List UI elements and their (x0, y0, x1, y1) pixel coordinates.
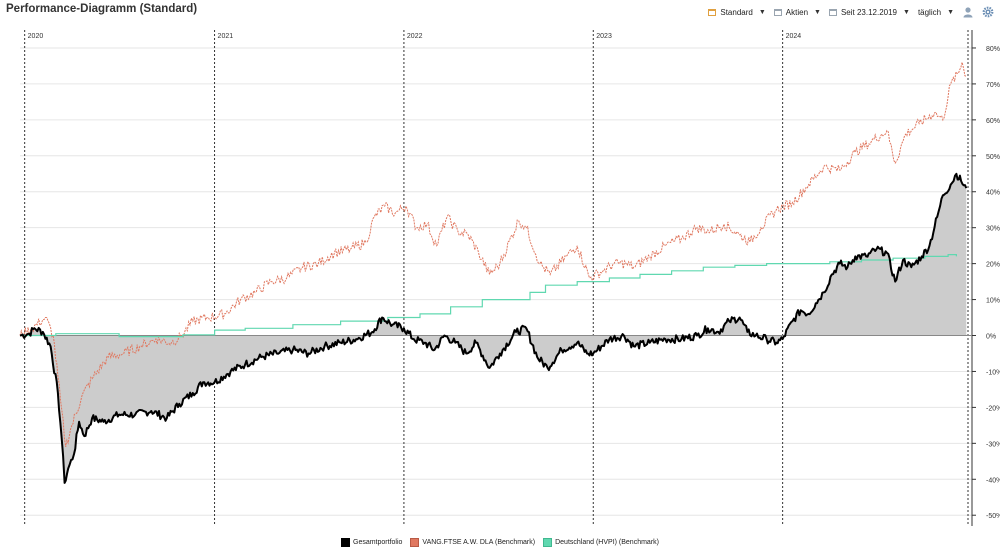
chart-header: Performance-Diagramm (Standard) Standard… (0, 0, 1000, 24)
calendar-icon (773, 8, 782, 16)
legend-swatch-portfolio (341, 537, 350, 547)
chart-toolbar: Standard ▼ Aktien ▼ Seit 23.12.2019 ▼ tä… (700, 4, 994, 20)
y-tick-label: 0% (986, 334, 996, 341)
x-tick-label: 2020 (28, 33, 44, 40)
legend-item-inflation-benchmark[interactable]: Deutschland (HVPI) (Benchmark) (543, 537, 659, 547)
assets-dropdown-label: Aktien (785, 7, 809, 17)
user-icon[interactable] (962, 6, 974, 18)
y-tick-label: 20% (986, 262, 1000, 269)
chevron-down-icon: ▼ (903, 8, 910, 16)
y-tick-label: 80% (986, 46, 1000, 53)
view-dropdown-label: Standard (720, 7, 753, 17)
y-tick-label: 30% (986, 226, 1000, 233)
performance-chart: 80% 70% 60% 50% 40% 30% 20% 10% 0% -10% -20% -30% -4… (19, 30, 1000, 526)
series-line-inflation-benchmark (20, 254, 957, 338)
x-tick-label: 2023 (596, 33, 612, 40)
series-line-portfolio (19, 172, 968, 484)
chevron-down-icon: ▼ (947, 8, 954, 16)
legend-item-portfolio[interactable]: Gesamtportfolio (341, 537, 403, 547)
chart-legend: Gesamtportfolio VANG.FTSE A.W. DLA (Benc… (0, 535, 1000, 549)
legend-swatch-stocks-benchmark (410, 537, 420, 547)
chart-title: Performance-Diagramm (Standard) (6, 3, 198, 15)
legend-item-stocks-benchmark[interactable]: VANG.FTSE A.W. DLA (Benchmark) (410, 537, 536, 547)
date-range-dropdown[interactable]: Seit 23.12.2019 ▼ (828, 7, 910, 17)
y-tick-label: 10% (986, 298, 1000, 305)
chevron-down-icon: ▼ (758, 8, 766, 16)
assets-dropdown[interactable]: Aktien ▼ (773, 7, 821, 17)
legend-label-portfolio: Gesamtportfolio (353, 538, 403, 546)
y-tick-label: -20% (986, 405, 1000, 412)
y-tick-label: -40% (986, 477, 1000, 484)
x-tick-label: 2021 (218, 33, 234, 40)
legend-swatch-inflation-benchmark (543, 537, 553, 547)
y-tick-label: 50% (986, 154, 1000, 161)
y-tick-label: -10% (986, 369, 1000, 376)
interval-label: täglich (917, 7, 942, 17)
legend-label-stocks-benchmark: VANG.FTSE A.W. DLA (Benchmark) (422, 538, 536, 546)
view-dropdown[interactable]: Standard ▼ (708, 7, 766, 17)
series-line-stocks-benchmark (19, 62, 967, 447)
calendar-icon (708, 8, 717, 16)
legend-label-inflation-benchmark: Deutschland (HVPI) (Benchmark) (555, 538, 659, 546)
chevron-down-icon: ▼ (814, 8, 821, 16)
portfolio-area (20, 173, 967, 483)
calendar-icon (828, 8, 837, 16)
y-tick-label: 60% (986, 118, 1000, 125)
x-tick-label: 2022 (407, 33, 423, 40)
y-tick-label: 40% (986, 190, 1000, 197)
date-range-label: Seit 23.12.2019 (840, 7, 897, 17)
y-tick-label: -30% (986, 441, 1000, 448)
interval-dropdown[interactable]: täglich ▼ (918, 8, 954, 17)
gear-icon[interactable] (982, 6, 994, 18)
y-tick-label: -50% (986, 513, 1000, 520)
y-tick-label: 70% (986, 82, 1000, 89)
x-tick-label: 2024 (786, 33, 802, 40)
